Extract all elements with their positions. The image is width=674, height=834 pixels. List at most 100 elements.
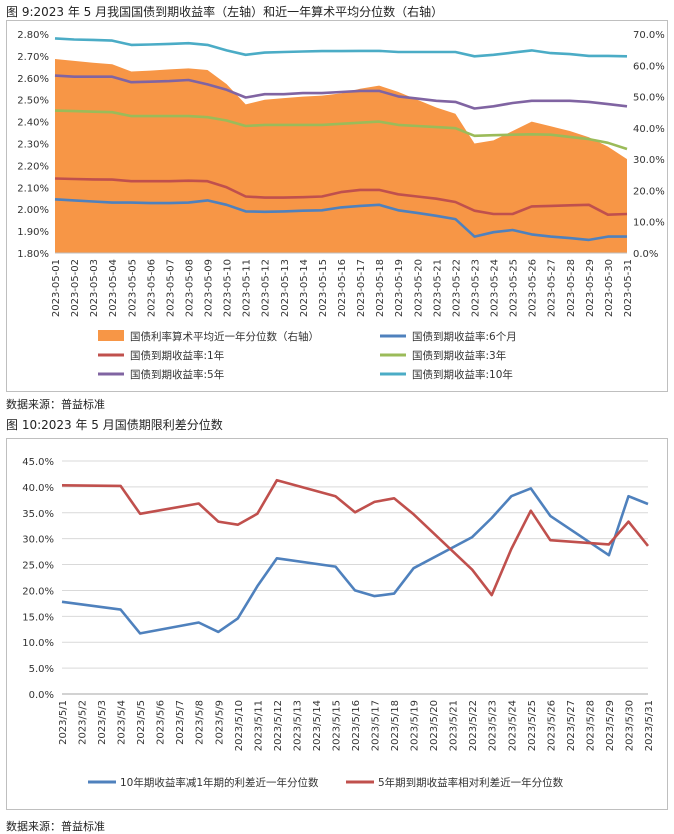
y-left-tick-label: 2.50% xyxy=(17,96,49,107)
x-tick-label: 2023/5/29 xyxy=(605,700,616,751)
x-tick-label: 2023-05-30 xyxy=(604,259,615,317)
y-left-tick-label: 2.30% xyxy=(17,140,49,151)
x-tick-label: 2023-05-09 xyxy=(204,259,215,317)
x-tick-label: 2023/5/18 xyxy=(390,700,401,751)
x-tick-label: 2023/5/25 xyxy=(527,700,538,751)
y-right-tick-label: 10.0% xyxy=(633,218,665,229)
x-tick-label: 2023/5/22 xyxy=(468,700,479,751)
figure10-frame xyxy=(6,438,668,810)
x-tick-label: 2023/5/14 xyxy=(312,700,323,751)
x-tick-label: 2023/5/7 xyxy=(175,700,186,745)
legend-label: 国债到期收益率:1年 xyxy=(130,349,224,362)
x-tick-label: 2023-05-07 xyxy=(165,259,176,317)
y-right-tick-label: 30.0% xyxy=(633,155,665,166)
x-tick-label: 2023-05-12 xyxy=(261,259,272,317)
x-tick-label: 2023/5/8 xyxy=(195,700,206,745)
series-line-3 xyxy=(54,109,628,151)
x-tick-label: 2023/5/16 xyxy=(351,700,362,751)
y-left-tick-label: 2.20% xyxy=(17,161,49,172)
x-tick-label: 2023-05-04 xyxy=(108,259,119,317)
y-tick-label: 10.0% xyxy=(22,638,54,649)
figure10-caption: 图 10:2023 年 5 月国债期限利差分位数 xyxy=(6,418,223,432)
y-tick-label: 5.0% xyxy=(29,664,54,675)
y-tick-label: 25.0% xyxy=(22,561,54,572)
x-tick-label: 2023/5/23 xyxy=(488,700,499,751)
x-tick-label: 2023/5/1 xyxy=(58,700,69,745)
x-tick-label: 2023-05-25 xyxy=(509,259,520,317)
legend-label: 国债到期收益率:10年 xyxy=(412,368,513,381)
legend-label: 5年期到期收益率相对利差近一年分位数 xyxy=(378,776,564,789)
spread-line-2 xyxy=(61,478,650,597)
x-tick-label: 2023/5/6 xyxy=(156,700,167,745)
x-tick-label: 2023-05-28 xyxy=(566,259,577,317)
x-tick-label: 2023-05-24 xyxy=(490,259,501,317)
x-tick-label: 2023/5/10 xyxy=(234,700,245,751)
y-tick-label: 15.0% xyxy=(22,612,54,623)
x-tick-label: 2023-05-20 xyxy=(413,259,424,317)
x-tick-label: 2023-05-17 xyxy=(356,259,367,317)
x-tick-label: 2023/5/3 xyxy=(97,700,108,745)
x-tick-label: 2023-05-22 xyxy=(451,259,462,317)
x-tick-label: 2023/5/12 xyxy=(273,700,284,751)
y-tick-label: 35.0% xyxy=(22,509,54,520)
legend-label: 国债到期收益率:3年 xyxy=(412,349,506,362)
y-right-tick-label: 40.0% xyxy=(633,124,665,135)
y-right-tick-label: 60.0% xyxy=(633,61,665,72)
x-tick-label: 2023-05-08 xyxy=(184,259,195,317)
x-tick-label: 2023/5/20 xyxy=(429,700,440,751)
x-tick-label: 2023-05-31 xyxy=(623,259,634,317)
x-tick-label: 2023-05-21 xyxy=(432,259,443,317)
x-tick-label: 2023-05-05 xyxy=(127,259,138,317)
x-tick-label: 2023/5/5 xyxy=(136,700,147,745)
y-right-tick-label: 0.0% xyxy=(633,249,658,260)
x-tick-label: 2023-05-01 xyxy=(51,259,62,317)
legend-swatch xyxy=(98,330,124,341)
x-tick-label: 2023-05-29 xyxy=(585,259,596,317)
x-tick-label: 2023/5/28 xyxy=(585,700,596,751)
x-tick-label: 2023-05-02 xyxy=(70,259,81,317)
x-tick-label: 2023/5/24 xyxy=(507,700,518,751)
series-line-5 xyxy=(54,37,628,58)
y-tick-label: 0.0% xyxy=(29,690,54,701)
figure10-source: 数据来源：普益标准 xyxy=(6,820,105,833)
y-tick-label: 20.0% xyxy=(22,586,54,597)
percentile-area xyxy=(55,59,627,253)
y-right-tick-label: 20.0% xyxy=(633,186,665,197)
legend-label: 国债到期收益率:5年 xyxy=(130,368,224,381)
y-tick-label: 30.0% xyxy=(22,535,54,546)
x-tick-label: 2023/5/9 xyxy=(214,700,225,745)
legend-label: 国债利率算术平均近一年分位数（右轴） xyxy=(130,330,319,343)
x-tick-label: 2023-05-10 xyxy=(223,259,234,317)
y-right-tick-label: 70.0% xyxy=(633,30,665,41)
x-tick-label: 2023-05-27 xyxy=(547,259,558,317)
x-tick-label: 2023/5/4 xyxy=(117,700,128,745)
x-tick-label: 2023-05-14 xyxy=(299,259,310,317)
legend-label: 国债到期收益率:6个月 xyxy=(412,330,517,343)
y-tick-label: 45.0% xyxy=(22,457,54,468)
figure9-source: 数据来源：普益标准 xyxy=(6,398,105,411)
y-left-tick-label: 1.80% xyxy=(17,249,49,260)
y-left-tick-label: 2.70% xyxy=(17,52,49,63)
x-tick-label: 2023/5/13 xyxy=(292,700,303,751)
x-tick-label: 2023/5/26 xyxy=(546,700,557,751)
x-tick-label: 2023-05-13 xyxy=(280,259,291,317)
x-tick-label: 2023/5/15 xyxy=(331,700,342,751)
figure9-frame xyxy=(6,20,668,392)
y-left-tick-label: 2.60% xyxy=(17,74,49,85)
x-tick-label: 2023-05-19 xyxy=(394,259,405,317)
x-tick-label: 2023/5/2 xyxy=(78,700,89,745)
x-tick-label: 2023-05-23 xyxy=(470,259,481,317)
x-tick-label: 2023/5/31 xyxy=(644,700,655,751)
y-left-tick-label: 2.00% xyxy=(17,205,49,216)
x-tick-label: 2023/5/19 xyxy=(410,700,421,751)
x-tick-label: 2023-05-03 xyxy=(89,259,100,317)
x-tick-label: 2023/5/30 xyxy=(624,700,635,751)
y-right-tick-label: 50.0% xyxy=(633,93,665,104)
y-left-tick-label: 1.90% xyxy=(17,227,49,238)
series-line-4 xyxy=(54,74,628,110)
x-tick-label: 2023-05-26 xyxy=(528,259,539,317)
x-tick-label: 2023/5/11 xyxy=(253,700,264,751)
x-tick-label: 2023-05-16 xyxy=(337,259,348,317)
y-tick-label: 40.0% xyxy=(22,483,54,494)
